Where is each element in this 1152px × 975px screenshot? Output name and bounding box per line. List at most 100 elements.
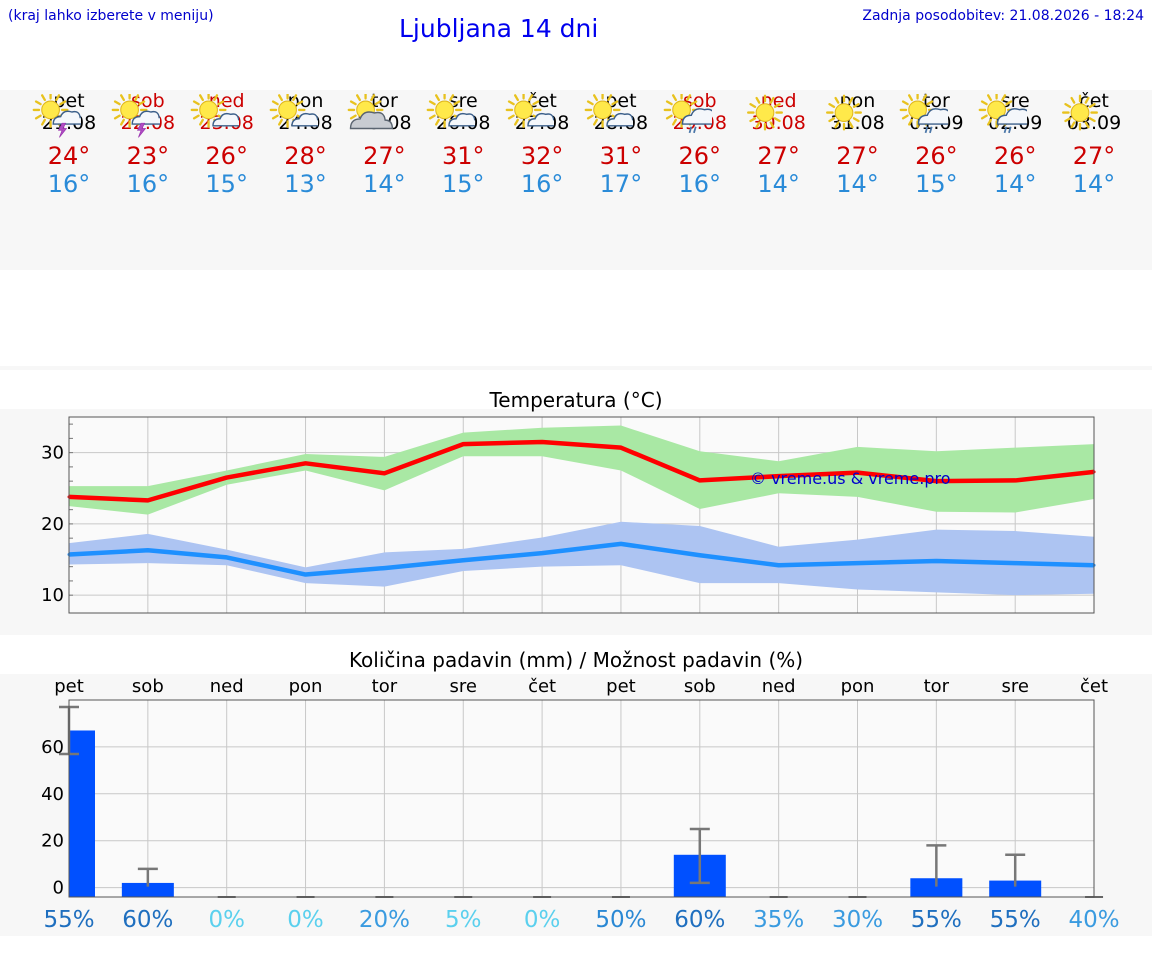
precipitation-chart-title: Količina padavin (mm) / Možnost padavin … (348, 648, 804, 672)
day-column: sob22.0823°16° (108, 90, 188, 198)
daily-forecast-band (0, 90, 1152, 270)
sun-small-cloud-icon (505, 94, 555, 128)
max-temperature: 32° (520, 142, 564, 170)
precipitation-chance-label: 40% (1068, 907, 1119, 933)
sun-small-cloud-icon (426, 94, 476, 128)
x-category-label: pon (841, 676, 875, 697)
tmax-point (856, 471, 859, 475)
y-tick-label: 0 (53, 878, 64, 899)
tmin-point (934, 559, 938, 563)
x-category-label: pon (289, 676, 323, 697)
x-category-label: sob (132, 676, 164, 697)
max-temperature: 26° (678, 142, 722, 170)
day-name: pet (605, 90, 637, 112)
tmax-point (698, 478, 702, 482)
x-category-label: tor (372, 676, 398, 697)
daily-forecast: pet21.0824°16°sob22.0823°16°ned23.0826°1… (0, 90, 1152, 270)
precipitation-chance-label: 50% (595, 907, 646, 933)
y-tick-label: 30 (41, 443, 64, 464)
day-name: čet (527, 90, 557, 112)
min-temperature: 14° (757, 170, 800, 198)
tmin-point (856, 561, 859, 565)
x-category-label: ned (210, 676, 244, 697)
precipitation-chance-label: 0% (524, 907, 561, 933)
x-category-label: ned (762, 676, 796, 697)
tmin-point (698, 553, 702, 557)
max-temperature: 24° (47, 142, 91, 170)
x-category-label: pet (54, 676, 84, 697)
tmin-point (304, 573, 308, 577)
precipitation-chance-label: 60% (674, 907, 725, 933)
page-title: Ljubljana 14 dni (399, 14, 599, 43)
precipitation-plot-border (68, 699, 1095, 898)
min-temperature: 15° (205, 170, 248, 198)
day-column: tor01.0926°15° (896, 90, 976, 198)
tmax-point (1013, 478, 1017, 482)
min-temperature: 15° (915, 170, 958, 198)
sun-cloud-rain-icon (899, 94, 949, 134)
day-name: sre (448, 90, 478, 112)
sun-cloud-thunder-icon (111, 94, 160, 138)
sun-grey-cloud-icon (348, 94, 394, 130)
sun-small-cloud-icon (269, 94, 318, 128)
temperature-chart-title: Temperatura (°C) (489, 388, 663, 412)
tmin-point (225, 555, 229, 559)
precipitation-chance-label: 30% (832, 907, 883, 933)
precipitation-chance-label: 20% (359, 907, 410, 933)
max-temperature: 26° (205, 142, 248, 170)
max-temperature: 26° (993, 142, 1037, 170)
min-temperature: 14° (836, 170, 879, 198)
tmin-point (146, 548, 150, 552)
sun-icon (746, 94, 783, 131)
tmax-range-band (69, 425, 1095, 515)
min-temperature: 14° (363, 170, 406, 198)
precipitation-bar (121, 882, 174, 897)
min-temperature: 17° (599, 170, 643, 198)
max-temperature: 27° (836, 142, 879, 170)
max-temperature: 31° (599, 142, 643, 170)
x-category-label: sre (450, 676, 477, 697)
x-category-label: čet (528, 676, 556, 697)
tmax-point (146, 498, 150, 502)
day-column: čet27.0832°16° (502, 90, 582, 198)
precipitation-chance-label: 0% (208, 907, 245, 933)
precipitation-chance-label: 60% (122, 907, 173, 933)
tmax-point (934, 479, 938, 483)
tmin-point (540, 551, 544, 555)
day-column: pet21.0824°16° (29, 90, 109, 198)
day-column: pon 31.08 27° 14° (818, 90, 898, 198)
precipitation-bar (910, 878, 963, 897)
tmax-point (382, 471, 386, 475)
y-tick-label: 40 (41, 784, 64, 805)
sun-cloud-thunder-icon (32, 94, 81, 138)
tmax-line (68, 439, 1095, 503)
sun-cloud-rain-icon (978, 94, 1028, 134)
tmax-point (461, 442, 465, 446)
precipitation-bar (989, 880, 1042, 897)
tmax-point (777, 474, 781, 478)
day-name: tor (370, 90, 398, 112)
min-temperature: 16° (678, 170, 722, 198)
temperature-plot-border (68, 416, 1095, 614)
min-temperature: 15° (441, 170, 485, 198)
min-temperature: 14° (993, 170, 1037, 198)
precipitation-chance-label: 5% (445, 907, 482, 933)
sun-small-cloud-icon (584, 94, 633, 128)
tmax-point (540, 440, 544, 444)
precipitation-chance-label: 55% (43, 907, 94, 933)
x-category-label: sre (1001, 676, 1028, 697)
min-temperature: 13° (284, 170, 327, 198)
min-temperature: 16° (47, 170, 91, 198)
max-temperature: 27° (363, 142, 406, 170)
max-temperature: 23° (126, 142, 170, 170)
day-column: čet 03.09 27° 14° (1054, 90, 1134, 198)
tmin-point (1013, 561, 1017, 565)
day-name: pet (53, 90, 85, 112)
day-column: pon24.0828°13° (266, 90, 346, 198)
precipitation-bar (69, 730, 95, 897)
region-hint[interactable]: (kraj lahko izberete v meniju) (8, 8, 214, 24)
max-temperature: 27° (1072, 142, 1116, 170)
sun-icon (825, 94, 862, 131)
